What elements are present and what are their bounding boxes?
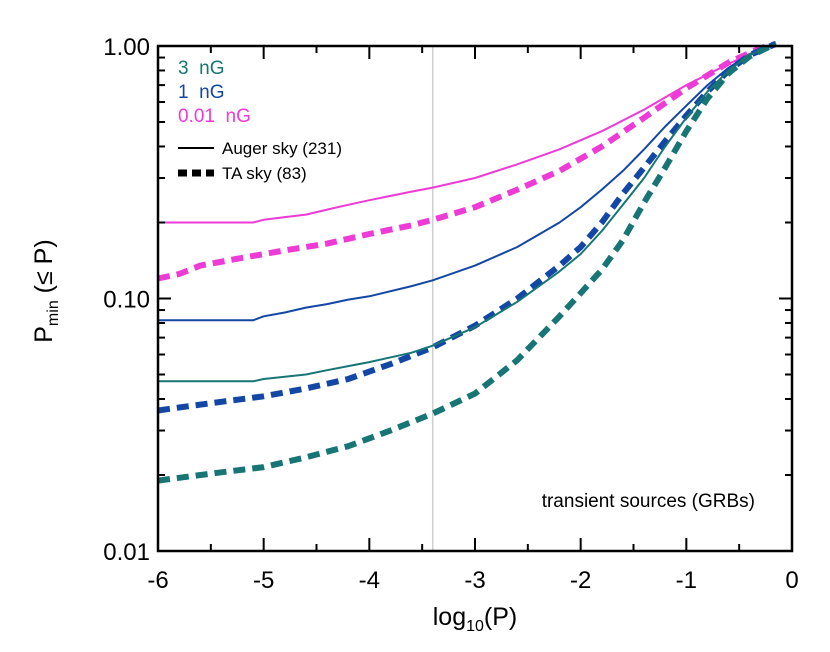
x-tick-label: -4 (359, 567, 380, 594)
legend-field-3ng: 3 nG (178, 58, 224, 79)
series-line-5 (157, 41, 778, 484)
x-tick-label: -3 (464, 567, 485, 594)
x-axis-label-sub: 10 (466, 618, 484, 635)
legend-field-001ng: 0.01 nG (178, 106, 251, 127)
x-tick-label: -1 (676, 567, 697, 594)
y-axis-label-main: P (30, 326, 58, 343)
y-axis-label: Pmin (≤ P) (30, 219, 62, 378)
legend-style-ta: TA sky (83) (222, 164, 307, 183)
y-axis-label-sub: min (45, 300, 62, 326)
series-line-2 (158, 42, 777, 322)
x-tick-label: -6 (147, 567, 168, 594)
x-axis-label-main: log (433, 603, 466, 631)
y-tick-label: 0.10 (103, 287, 150, 314)
x-tick-label: 0 (785, 567, 798, 594)
legend-field-1ng: 1 nG (178, 82, 224, 103)
plot-frame (156, 44, 794, 553)
series-line-3 (157, 41, 778, 414)
tick-layer: -6 -5 -4 -3 -2 -1 0 0.01 0.10 1.00 (103, 34, 798, 594)
series-line-4 (158, 42, 777, 383)
x-tick-label: -2 (570, 567, 591, 594)
series-line-1 (157, 40, 777, 282)
series-layer (157, 40, 778, 484)
x-tick-label: -5 (253, 567, 274, 594)
y-axis-label-rest: (≤ P) (30, 239, 58, 300)
y-tick-label: 1.00 (103, 34, 150, 61)
x-axis-label-rest: (P) (484, 603, 517, 631)
y-tick-label: 0.01 (103, 539, 150, 566)
legend-style-auger: Auger sky (231) (222, 139, 342, 158)
legend: 3 nG 1 nG 0.01 nG Auger sky (231) TA sky… (178, 58, 342, 183)
x-axis-label: log10(P) (433, 603, 518, 635)
annotation-label: transient sources (GRBs) (542, 491, 755, 512)
